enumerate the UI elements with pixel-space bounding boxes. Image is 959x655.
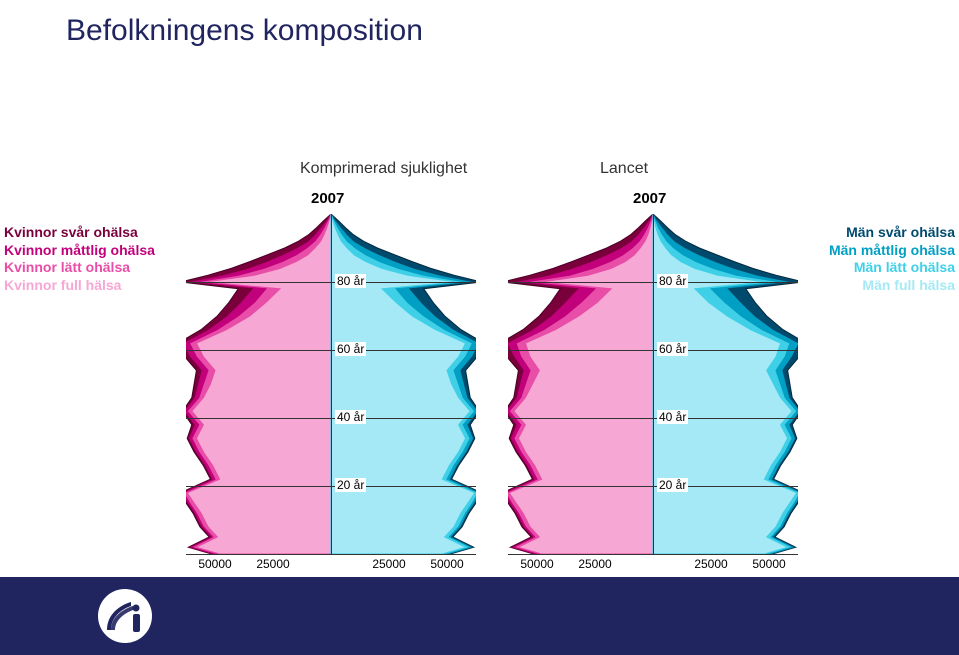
age-label: 60 år (335, 342, 366, 356)
chart-area: 2007 80 år 60 år 40 år 20 år 50000 25000 25000 5… (0, 190, 959, 590)
population-pyramid: 80 år 60 år 40 år 20 år 50000 25000 25000 50000 (186, 214, 476, 574)
age-label: 40 år (657, 410, 688, 424)
footer-bar (0, 577, 959, 655)
age-gridline (186, 486, 476, 487)
age-label: 80 år (657, 274, 688, 288)
logo-icon (105, 596, 145, 636)
age-gridline (508, 418, 798, 419)
logo-badge (98, 589, 152, 643)
x-tick-label: 25000 (578, 557, 611, 571)
age-gridline (186, 350, 476, 351)
age-label: 40 år (335, 410, 366, 424)
age-label: 60 år (657, 342, 688, 356)
x-tick-label: 50000 (198, 557, 231, 571)
age-gridline (186, 282, 476, 283)
x-tick-label: 50000 (752, 557, 785, 571)
age-gridline (508, 486, 798, 487)
population-pyramid: 80 år 60 år 40 år 20 år 50000 25000 25000 50000 (508, 214, 798, 574)
subtitle-right: Lancet (600, 160, 648, 178)
subtitle-left: Komprimerad sjuklighet (300, 160, 467, 178)
year-label: 2007 (311, 190, 344, 207)
age-label: 20 år (657, 478, 688, 492)
x-tick-label: 25000 (694, 557, 727, 571)
x-tick-label: 25000 (372, 557, 405, 571)
age-label: 80 år (335, 274, 366, 288)
age-gridline (186, 418, 476, 419)
x-tick-label: 25000 (256, 557, 289, 571)
year-label: 2007 (633, 190, 666, 207)
age-gridline (508, 350, 798, 351)
x-tick-label: 50000 (520, 557, 553, 571)
age-label: 20 år (335, 478, 366, 492)
page-title: Befolkningens komposition (66, 14, 423, 48)
age-gridline (508, 282, 798, 283)
x-tick-label: 50000 (430, 557, 463, 571)
